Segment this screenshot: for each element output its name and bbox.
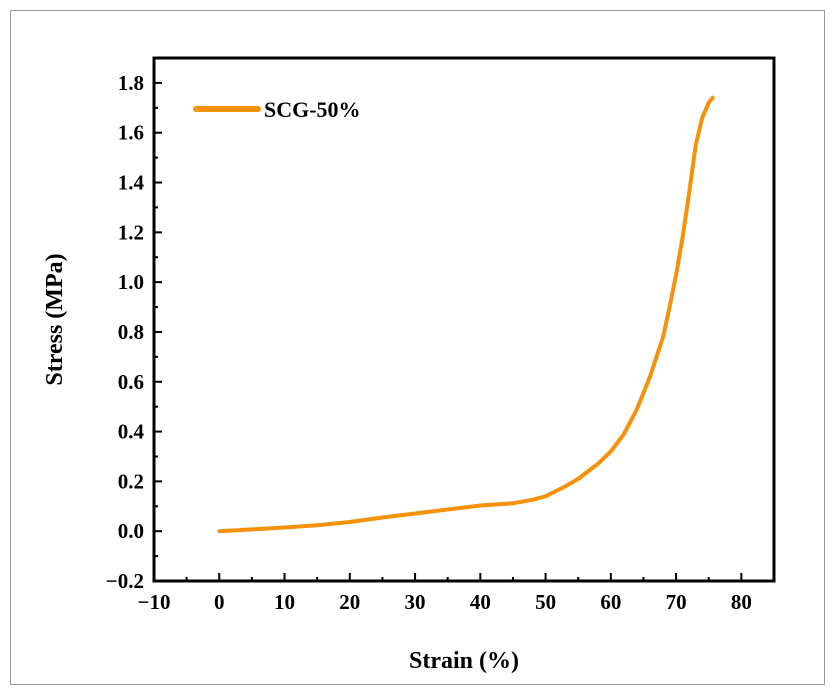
x-tick-label: 60: [600, 590, 621, 614]
x-tick-label: 0: [214, 590, 225, 614]
x-tick-label: 40: [470, 590, 491, 614]
y-tick-label: 0.0: [118, 519, 144, 543]
y-tick-label: −0.2: [106, 569, 144, 593]
y-tick-label: 1.2: [118, 220, 144, 244]
x-tick-label: 70: [666, 590, 687, 614]
y-tick-label: 0.8: [118, 320, 144, 344]
x-axis: −10 0 10 20 30 40 50 60 70 80: [138, 573, 775, 614]
y-axis: −0.2 0.0 0.2 0.4 0.6 0.8 1.0 1.2 1.4 1.6 1.8: [106, 71, 162, 593]
y-tick-label: 0.6: [118, 370, 144, 394]
x-tick-label: 30: [405, 590, 426, 614]
x-tick-label: 80: [731, 590, 752, 614]
x-tick-label: 50: [535, 590, 556, 614]
y-tick-label: 1.6: [118, 121, 144, 145]
plot-border: [152, 56, 776, 583]
y-tick-label: 1.0: [118, 270, 144, 294]
plot-area: [152, 56, 776, 583]
figure-frame: [10, 10, 825, 685]
x-tick-label: 10: [274, 590, 295, 614]
series-line: [217, 95, 715, 534]
legend: SCG-50%: [193, 97, 361, 122]
legend-label: SCG-50%: [264, 97, 361, 122]
x-tick-label: 20: [339, 590, 360, 614]
y-axis-title: Stress (MPa): [42, 253, 68, 385]
x-axis-title: Strain (%): [409, 648, 519, 674]
y-tick-label: 0.4: [118, 420, 145, 444]
y-tick-label: 0.2: [118, 469, 144, 493]
y-tick-label: 1.8: [118, 71, 144, 95]
series-group: [217, 95, 715, 534]
x-tick-label: −10: [138, 590, 171, 614]
y-tick-label: 1.4: [118, 171, 145, 195]
